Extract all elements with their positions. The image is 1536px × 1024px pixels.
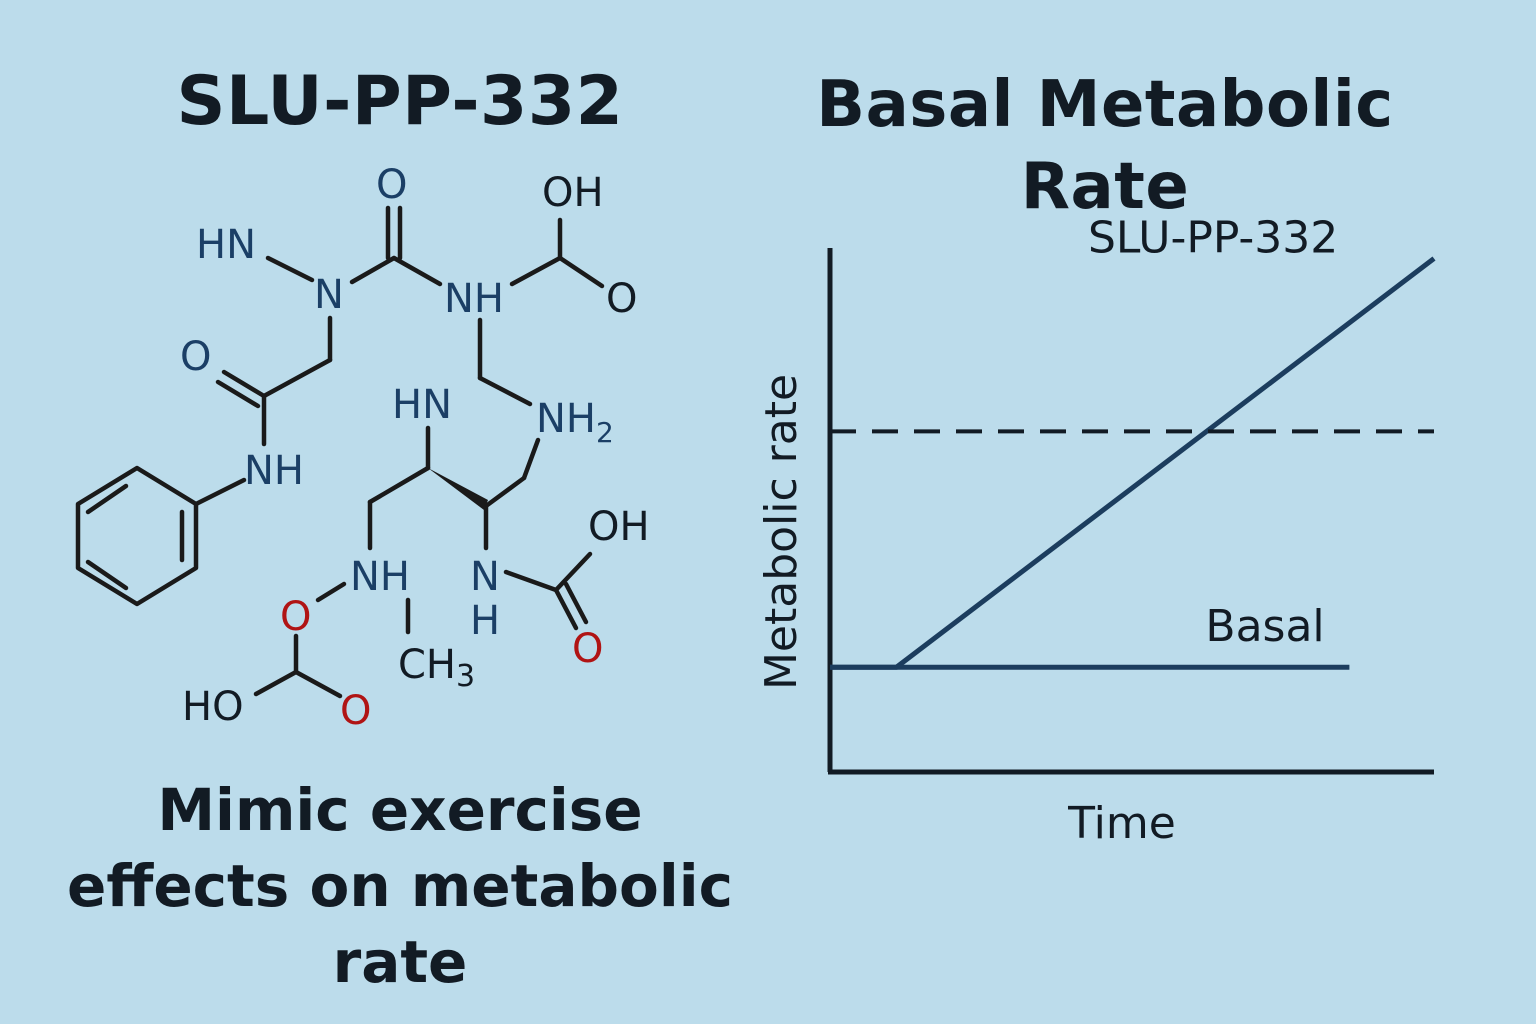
bond (293, 669, 343, 699)
bond (509, 255, 563, 287)
bond (553, 551, 593, 593)
bond (221, 369, 267, 399)
bond (315, 581, 347, 603)
bond (193, 477, 247, 507)
atom-ho-bottom: HO (182, 684, 244, 730)
atom-ch3: CH3 (398, 642, 475, 694)
atom-n-lower: N (470, 554, 500, 600)
molecule-title: SLU-PP-332 (176, 62, 624, 141)
bond (85, 483, 129, 515)
bond (85, 559, 129, 591)
bond (477, 375, 533, 407)
bond (503, 569, 559, 593)
atom-nh-lower: NH (350, 554, 410, 600)
atom-o-amide: O (180, 334, 211, 380)
bond (483, 475, 527, 509)
atom-o-red-upper: O (280, 594, 311, 640)
series-label-basal: Basal (1205, 601, 1324, 652)
bond (553, 587, 579, 631)
bond (563, 581, 589, 625)
atom-oh-right: OH (588, 504, 650, 550)
atom-oh-top: OH (542, 170, 604, 216)
bond (521, 437, 541, 481)
atom-nh-center: NH (444, 276, 504, 322)
y-axis-label: Metabolic rate (756, 374, 807, 690)
atom-o-cooh: O (606, 276, 637, 322)
atom-hn-top: HN (196, 222, 256, 268)
x-axis-label: Time (1067, 798, 1176, 849)
wedge-bond (428, 468, 488, 510)
bond (349, 255, 397, 285)
atom-nh2: NH2 (536, 396, 614, 449)
chart-title: Basal Metabolic Rate (816, 68, 1394, 224)
series-line-slu-pp-332 (830, 256, 1436, 670)
caption-text: Mimic exercise effects on metabolic rate (67, 776, 733, 996)
atom-h-lower: H (470, 598, 500, 644)
bond (557, 255, 605, 289)
bond (367, 465, 431, 505)
bond (391, 255, 443, 287)
atom-n-center: N (314, 272, 344, 318)
atom-o-red-bottom: O (340, 688, 371, 734)
bond (265, 255, 315, 283)
atom-hn-mid: HN (392, 382, 452, 428)
atom-o-top: O (376, 162, 407, 208)
molecule-diagram: HN O OH N NH O O HN NH2 NH OH NH N H O O… (75, 162, 650, 734)
benzene-ring (75, 465, 199, 607)
atom-nh-phenyl: NH (244, 448, 304, 494)
bond (215, 379, 261, 409)
bond (253, 669, 299, 697)
atom-o-red-right: O (572, 626, 603, 672)
bond (261, 357, 333, 399)
